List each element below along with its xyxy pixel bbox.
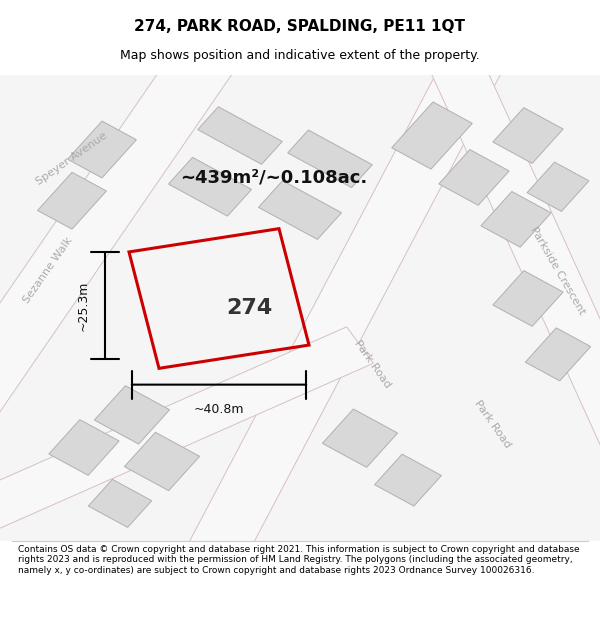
Polygon shape	[259, 181, 341, 239]
Polygon shape	[94, 386, 170, 444]
PathPatch shape	[0, 327, 373, 536]
Text: ~439m²/~0.108ac.: ~439m²/~0.108ac.	[180, 168, 367, 186]
Polygon shape	[527, 162, 589, 211]
Text: Map shows position and indicative extent of the property.: Map shows position and indicative extent…	[120, 49, 480, 62]
Polygon shape	[493, 271, 563, 326]
Text: 274: 274	[226, 298, 272, 318]
Text: ~25.3m: ~25.3m	[77, 280, 90, 331]
Text: 274, PARK ROAD, SPALDING, PE11 1QT: 274, PARK ROAD, SPALDING, PE11 1QT	[134, 19, 466, 34]
Text: Parkside Crescent: Parkside Crescent	[529, 225, 587, 316]
Polygon shape	[481, 191, 551, 248]
Text: Speyer Avenue: Speyer Avenue	[35, 131, 109, 187]
PathPatch shape	[425, 45, 600, 454]
Polygon shape	[68, 121, 136, 178]
Polygon shape	[124, 432, 200, 491]
Text: ~40.8m: ~40.8m	[194, 403, 244, 416]
PathPatch shape	[0, 39, 239, 413]
Polygon shape	[493, 107, 563, 163]
Polygon shape	[288, 130, 372, 188]
Polygon shape	[49, 419, 119, 476]
Polygon shape	[88, 479, 152, 528]
Text: Park Road: Park Road	[472, 399, 512, 450]
Polygon shape	[169, 158, 251, 216]
Polygon shape	[374, 454, 442, 506]
Polygon shape	[392, 102, 472, 169]
PathPatch shape	[182, 43, 508, 572]
Text: Sezanne Walk: Sezanne Walk	[22, 236, 74, 306]
Polygon shape	[322, 409, 398, 468]
Polygon shape	[526, 328, 590, 381]
Text: Park Road: Park Road	[352, 338, 392, 389]
Polygon shape	[38, 173, 106, 229]
Polygon shape	[198, 107, 282, 164]
Text: Contains OS data © Crown copyright and database right 2021. This information is : Contains OS data © Crown copyright and d…	[18, 545, 580, 574]
Polygon shape	[439, 149, 509, 205]
